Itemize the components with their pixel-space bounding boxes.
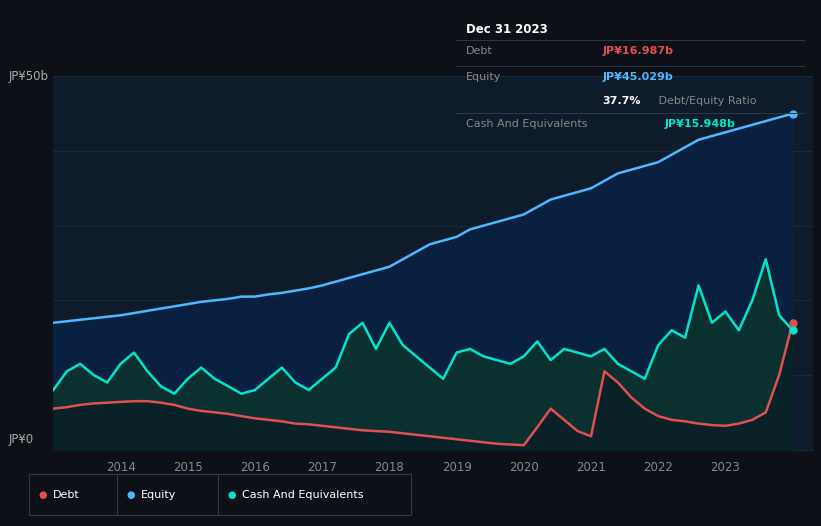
Text: JP¥45.029b: JP¥45.029b: [603, 72, 673, 83]
Text: ●: ●: [39, 490, 47, 500]
Text: Debt: Debt: [466, 46, 493, 56]
Text: Debt: Debt: [53, 490, 80, 500]
Text: Equity: Equity: [141, 490, 177, 500]
Text: Dec 31 2023: Dec 31 2023: [466, 23, 548, 36]
Text: 37.7%: 37.7%: [603, 96, 640, 106]
Text: JP¥16.987b: JP¥16.987b: [603, 46, 673, 56]
Text: ●: ●: [126, 490, 135, 500]
Text: ●: ●: [227, 490, 236, 500]
Text: Equity: Equity: [466, 72, 502, 83]
Text: Debt/Equity Ratio: Debt/Equity Ratio: [654, 96, 756, 106]
Text: Cash And Equivalents: Cash And Equivalents: [466, 119, 588, 129]
Text: JP¥50b: JP¥50b: [8, 70, 48, 83]
Text: JP¥15.948b: JP¥15.948b: [665, 119, 736, 129]
Text: JP¥0: JP¥0: [8, 433, 34, 446]
Text: Cash And Equivalents: Cash And Equivalents: [242, 490, 364, 500]
